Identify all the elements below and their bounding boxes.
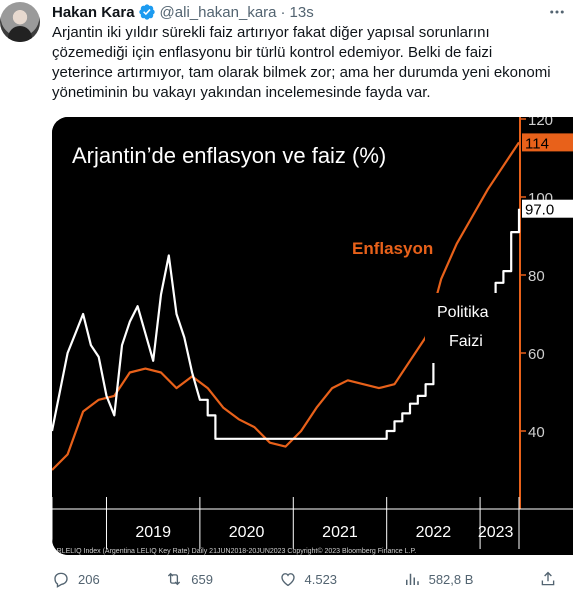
y-tick-label: 60 [528, 346, 545, 363]
chart-image[interactable]: Arjantin’de enflasyon ve faiz (%) 2019 20… [52, 117, 573, 555]
reply-icon [54, 572, 68, 588]
separator-dot: · [280, 3, 286, 21]
retweet-icon [168, 572, 181, 586]
retweet-button[interactable]: 659 [165, 570, 213, 588]
y-tick-label: 80 [528, 268, 545, 285]
x-tick-label: 2020 [229, 524, 265, 541]
like-button[interactable]: 4.523 [279, 570, 338, 588]
chart-svg: Arjantin’de enflasyon ve faiz (%) 2019 20… [52, 117, 573, 555]
x-tick-label: 2019 [135, 524, 171, 541]
x-tick-label: 2022 [416, 524, 452, 541]
reply-button[interactable]: 206 [52, 570, 100, 588]
inflation-last-value-badge [522, 133, 573, 152]
chart-footer: ARLELIQ Index (Argentina LELIQ Key Rate)… [52, 547, 416, 555]
y-tick-label: 120 [528, 117, 553, 129]
share-icon [541, 571, 555, 586]
avatar[interactable] [0, 2, 40, 42]
action-bar: 206 659 4.523 582,8 B [52, 566, 557, 592]
display-name[interactable]: Hakan Kara [52, 3, 135, 21]
timestamp[interactable]: 13s [289, 3, 314, 21]
tweet-text: Arjantin iki yıldır sürekli faiz artırıy… [52, 24, 551, 101]
like-count: 4.523 [304, 571, 338, 587]
views-button[interactable]: 582,8 B [403, 570, 474, 588]
more-dots-icon[interactable] [547, 2, 567, 22]
inflation-line [52, 141, 520, 471]
policy-rate-series-label: Politika Faizi [437, 304, 489, 350]
reply-count: 206 [78, 571, 100, 587]
x-tick-label: 2023 [478, 524, 514, 541]
share-button[interactable] [539, 570, 557, 588]
x-tick-label: 2021 [322, 524, 358, 541]
inflation-last-value: 114 [525, 135, 549, 152]
view-count: 582,8 B [428, 571, 474, 587]
views-icon [405, 573, 419, 585]
policy-rate-last-value-badge [522, 199, 573, 218]
retweet-count: 659 [191, 571, 213, 587]
policy-label-background [425, 293, 511, 363]
policy-rate-last-value: 97.0 [525, 202, 554, 219]
tweet-header: Hakan Kara @ali_hakan_kara · 13s [52, 2, 314, 22]
inflation-series-label: Enflasyon [352, 239, 433, 258]
user-handle[interactable]: @ali_hakan_kara [159, 3, 277, 21]
verified-badge-icon [138, 4, 155, 20]
chart-title: Arjantin’de enflasyon ve faiz (%) [72, 143, 386, 168]
y-tick-label: 40 [528, 424, 545, 441]
heart-icon [280, 573, 295, 587]
